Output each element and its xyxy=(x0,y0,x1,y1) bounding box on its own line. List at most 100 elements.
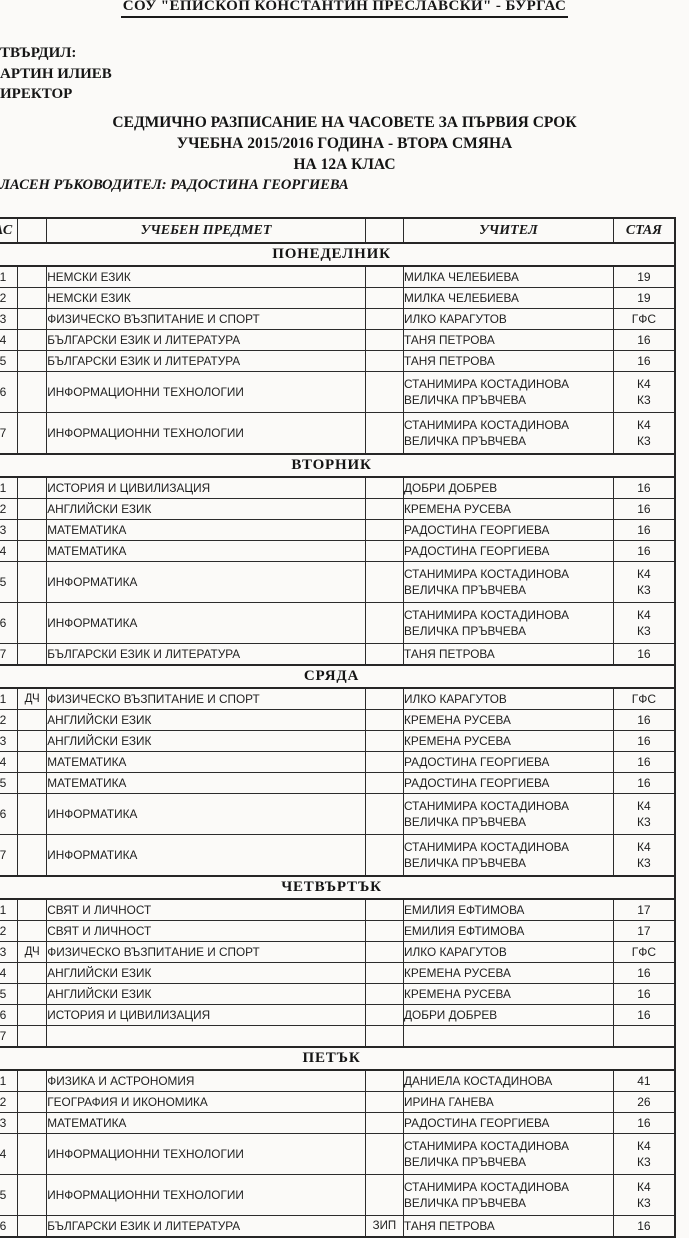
hour-cell: 7 xyxy=(0,834,18,877)
teacher-cell: РАДОСТИНА ГЕОРГИЕВА xyxy=(403,519,614,541)
room-cell: 16 xyxy=(612,350,676,372)
dch-marker-cell xyxy=(16,1004,48,1026)
room-cell: 19 xyxy=(612,265,676,288)
zip-marker-cell xyxy=(364,350,405,372)
teacher-cell-line: ВЕЛИЧКА ПРЪВЧЕВА xyxy=(404,815,526,829)
hour-cell: 5 xyxy=(0,350,18,372)
subject-cell: ИНФОРМАТИКА xyxy=(46,834,366,877)
schedule-row: 3 МАТЕМАТИКА РАДОСТИНА ГЕОРГИЕВА 16 xyxy=(0,519,676,541)
subject-cell: АНГЛИЙСКИ ЕЗИК xyxy=(46,962,366,984)
dch-marker-cell: ДЧ xyxy=(16,687,48,710)
room-cell: К4 К3 xyxy=(612,834,676,877)
subject-cell: МАТЕМАТИКА xyxy=(46,540,366,562)
room-cell-line: ГФС xyxy=(631,311,657,326)
teacher-cell-line: ИЛКО КАРАГУТОВ xyxy=(404,944,507,959)
dch-marker-cell xyxy=(16,709,48,731)
zip-marker-cell xyxy=(364,772,405,794)
teacher-column-header: УЧИТЕЛ xyxy=(403,217,614,244)
dch-marker-cell xyxy=(16,350,48,372)
room-cell-line: К4 xyxy=(637,566,651,581)
room-cell-line: К3 xyxy=(637,393,651,407)
teacher-cell: РАДОСТИНА ГЕОРГИЕВА xyxy=(403,1112,614,1134)
schedule-row: 2 НЕМСКИ ЕЗИК МИЛКА ЧЕЛЕБИЕВА 19 xyxy=(0,287,676,309)
teacher-cell: СТАНИМИРА КОСТАДИНОВА ВЕЛИЧКА ПРЪВЧЕВА xyxy=(403,834,614,877)
teacher-cell-line: ДАНИЕЛА КОСТАДИНОВА xyxy=(404,1073,553,1088)
day-name: ПОНЕДЕЛНИК xyxy=(0,242,676,267)
hour-cell: 5 xyxy=(0,1174,18,1216)
subject-cell: ИСТОРИЯ И ЦИВИЛИЗАЦИЯ xyxy=(46,1004,366,1026)
teacher-cell: ДАНИЕЛА КОСТАДИНОВА xyxy=(403,1069,614,1092)
day-header-row: ПОНЕДЕЛНИК xyxy=(0,242,676,267)
teacher-cell: РАДОСТИНА ГЕОРГИЕВА xyxy=(403,540,614,562)
hour-cell: 3 xyxy=(0,1112,18,1134)
teacher-cell-line: РАДОСТИНА ГЕОРГИЕВА xyxy=(404,543,550,558)
hour-cell: 1 xyxy=(0,898,18,921)
zip-marker-cell xyxy=(364,265,405,288)
subject-cell: ИНФОРМАЦИОННИ ТЕХНОЛОГИИ xyxy=(46,412,366,455)
day-name: ВТОРНИК xyxy=(0,453,676,478)
hour-cell: 4 xyxy=(0,962,18,984)
hour-cell: 6 xyxy=(0,1215,18,1238)
subject-cell: НЕМСКИ ЕЗИК xyxy=(46,265,366,288)
zip-marker-cell xyxy=(364,709,405,731)
teacher-cell: СТАНИМИРА КОСТАДИНОВА ВЕЛИЧКА ПРЪВЧЕВА xyxy=(403,1133,614,1175)
dch-marker-cell xyxy=(16,265,48,288)
hour-cell: 2 xyxy=(0,287,18,309)
hour-cell: 4 xyxy=(0,329,18,351)
room-cell-line: 16 xyxy=(637,353,651,368)
hour-cell: 1 xyxy=(0,265,18,288)
room-cell: 16 xyxy=(612,730,676,752)
room-cell-line: К4 xyxy=(637,376,651,391)
approver-name: АРТИН ИЛИЕВ xyxy=(0,65,112,82)
teacher-cell-line: ВЕЛИЧКА ПРЪВЧЕВА xyxy=(404,1196,526,1210)
subject-cell: НЕМСКИ ЕЗИК xyxy=(46,287,366,309)
teacher-cell-line: СТАНИМИРА КОСТАДИНОВА xyxy=(404,798,569,813)
room-cell: 16 xyxy=(612,476,676,499)
approved-line: ТВЪРДИЛ: xyxy=(0,45,77,61)
teacher-cell-line: СТАНИМИРА КОСТАДИНОВА xyxy=(404,607,569,622)
schedule-title-block: СЕДМИЧНО РАЗПИСАНИЕ НА ЧАСОВЕТЕ ЗА ПЪРВИ… xyxy=(0,112,689,175)
schedule-row: 2 АНГЛИЙСКИ ЕЗИК КРЕМЕНА РУСЕВА 16 xyxy=(0,498,676,520)
teacher-cell-line: СТАНИМИРА КОСТАДИНОВА xyxy=(404,376,569,391)
subject-cell: БЪЛГАРСКИ ЕЗИК И ЛИТЕРАТУРА xyxy=(46,329,366,351)
room-cell: 16 xyxy=(612,709,676,731)
dch-marker-cell xyxy=(16,371,48,413)
day-header-row: ПЕТЪК xyxy=(0,1046,676,1071)
teacher-cell-line: КРЕМЕНА РУСЕВА xyxy=(404,965,511,980)
room-cell-line: 16 xyxy=(637,965,651,980)
teacher-cell-line: РАДОСТИНА ГЕОРГИЕВА xyxy=(404,1115,550,1130)
teacher-cell-line: ТАНЯ ПЕТРОВА xyxy=(404,353,495,368)
zip-marker-cell xyxy=(364,412,405,455)
teacher-cell-line: ВЕЛИЧКА ПРЪВЧЕВА xyxy=(404,1155,526,1169)
zip-marker-cell xyxy=(364,962,405,984)
schedule-row: 4 ИНФОРМАЦИОННИ ТЕХНОЛОГИИ СТАНИМИРА КОСТА… xyxy=(0,1133,676,1175)
teacher-cell-line: СТАНИМИРА КОСТАДИНОВА xyxy=(404,417,569,432)
zip-marker-cell xyxy=(364,751,405,773)
hour-cell: 6 xyxy=(0,371,18,413)
subject-cell: СВЯТ И ЛИЧНОСТ xyxy=(46,898,366,921)
schedule-row: 5 ИНФОРМАЦИОННИ ТЕХНОЛОГИИ СТАНИМИРА КОСТА… xyxy=(0,1174,676,1216)
hour-cell: 1 xyxy=(0,476,18,499)
room-cell: К4 К3 xyxy=(612,412,676,455)
room-cell-line: ГФС xyxy=(631,944,657,959)
room-cell-line: К3 xyxy=(637,1196,651,1210)
room-cell-line: 16 xyxy=(637,1218,651,1233)
room-cell-line: К3 xyxy=(637,1155,651,1169)
room-cell: 16 xyxy=(612,498,676,520)
room-cell-line: 19 xyxy=(637,269,651,284)
zip-marker-cell xyxy=(364,941,405,963)
teacher-cell-line: РАДОСТИНА ГЕОРГИЕВА xyxy=(404,522,550,537)
dch-marker-column-header xyxy=(16,217,48,244)
schedule-title-line-2: УЧЕБНА 2015/2016 ГОДИНА - ВТОРА СМЯНА xyxy=(176,135,513,152)
subject-cell: ФИЗИЧЕСКО ВЪЗПИТАНИЕ И СПОРТ xyxy=(46,687,366,710)
teacher-cell-line: КРЕМЕНА РУСЕВА xyxy=(404,501,511,516)
dch-marker-cell xyxy=(16,540,48,562)
zip-marker-cell xyxy=(364,1004,405,1026)
teacher-cell: ТАНЯ ПЕТРОВА xyxy=(403,350,614,372)
room-cell-line: 16 xyxy=(637,1115,651,1130)
zip-marker-cell xyxy=(364,308,405,330)
teacher-cell-line: МИЛКА ЧЕЛЕБИЕВА xyxy=(404,269,519,284)
teacher-cell-line: ЕМИЛИЯ ЕФТИМОВА xyxy=(404,902,525,917)
dch-marker-cell xyxy=(16,1025,48,1048)
